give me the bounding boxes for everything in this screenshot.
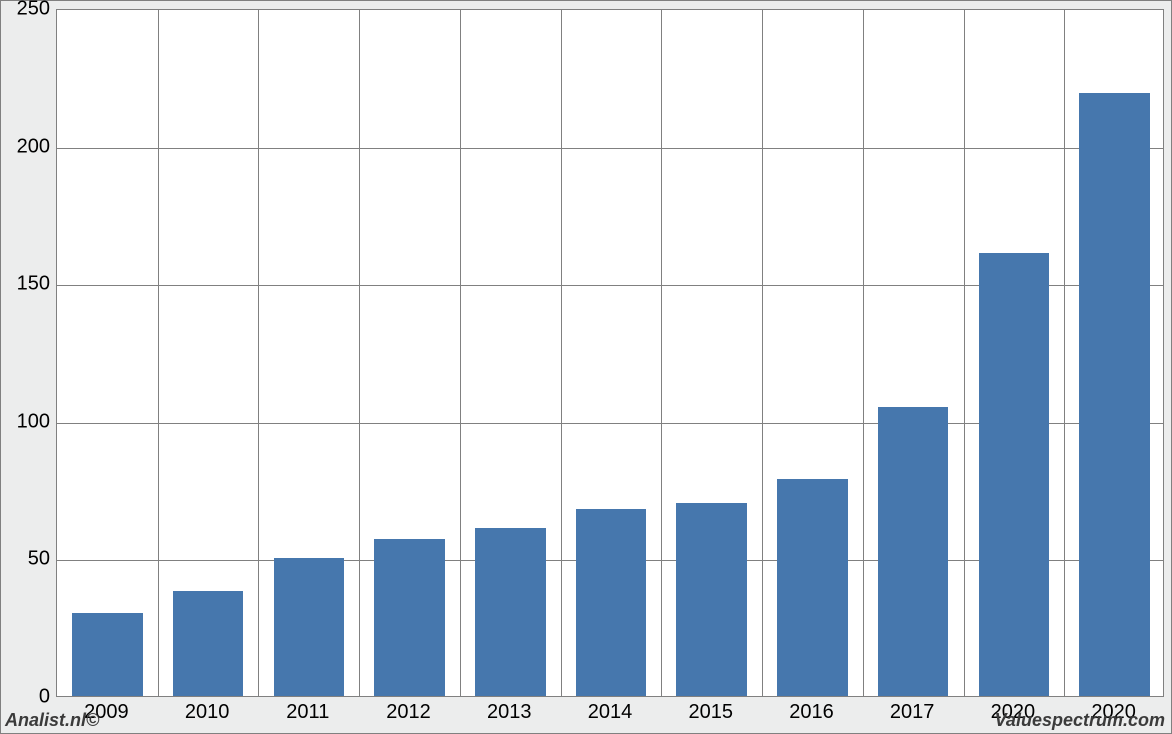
bar (777, 479, 848, 696)
bar (979, 253, 1050, 696)
gridline-v (359, 10, 360, 696)
gridline-v (762, 10, 763, 696)
gridline-v (661, 10, 662, 696)
y-tick-label: 200 (5, 135, 50, 158)
y-tick-label: 0 (5, 686, 50, 709)
bar (374, 539, 445, 696)
x-tick-label: 2012 (386, 701, 431, 724)
x-tick-label: 2017 (890, 701, 935, 724)
y-tick-label: 250 (5, 0, 50, 21)
gridline-v (863, 10, 864, 696)
gridline-v (158, 10, 159, 696)
x-tick-label: 2011 (286, 701, 329, 724)
x-tick-label: 2014 (588, 701, 633, 724)
bar (676, 503, 747, 696)
bar (173, 591, 244, 696)
y-tick-label: 50 (5, 548, 50, 571)
bar (576, 509, 647, 696)
bar (1079, 93, 1150, 696)
gridline-v (460, 10, 461, 696)
gridline-v (258, 10, 259, 696)
bar (475, 528, 546, 696)
bar (72, 613, 143, 696)
x-tick-label: 2013 (487, 701, 532, 724)
x-tick-label: 2016 (789, 701, 834, 724)
x-tick-label: 2010 (185, 701, 230, 724)
gridline-v (964, 10, 965, 696)
gridline-v (1064, 10, 1065, 696)
chart-container: 050100150200250 200920102011201220132014… (0, 0, 1172, 734)
x-tick-label: 2015 (688, 701, 733, 724)
y-tick-label: 100 (5, 410, 50, 433)
y-tick-label: 150 (5, 273, 50, 296)
bar (878, 407, 949, 696)
gridline-v (561, 10, 562, 696)
plot-area (56, 9, 1164, 697)
footer-right: Valuespectrum.com (995, 710, 1165, 731)
gridline-h (57, 148, 1163, 149)
bar (274, 558, 345, 696)
footer-left: Analist.nl© (5, 710, 99, 731)
